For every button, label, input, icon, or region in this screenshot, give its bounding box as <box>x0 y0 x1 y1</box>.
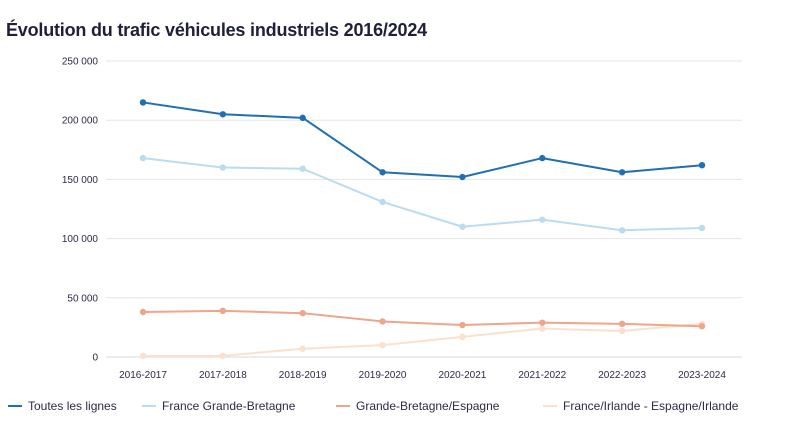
x-tick-label: 2019-2020 <box>359 370 407 381</box>
data-point <box>299 114 306 122</box>
data-point <box>379 198 386 206</box>
legend-label: Toutes les lignes <box>28 399 117 413</box>
x-tick-label: 2016-2017 <box>119 370 167 381</box>
data-point <box>379 341 386 349</box>
legend-label: France Grande-Bretagne <box>162 399 296 413</box>
x-tick-label: 2022-2023 <box>598 370 646 381</box>
data-point <box>618 327 626 335</box>
y-tick-label: 150 000 <box>62 175 99 186</box>
data-point <box>459 321 466 329</box>
x-tick-label: 2020-2021 <box>439 370 487 381</box>
data-point <box>459 173 466 181</box>
data-point <box>698 161 706 169</box>
data-point <box>139 154 147 162</box>
y-tick-label: 200 000 <box>62 116 99 127</box>
data-point <box>379 169 386 176</box>
data-point <box>139 99 147 106</box>
data-point <box>539 325 546 332</box>
legend: Toutes les lignes France Grande-Bretagne G… <box>8 399 739 413</box>
data-point <box>698 224 706 232</box>
series-line <box>142 101 703 179</box>
series-line <box>142 309 703 328</box>
data-point <box>219 307 227 315</box>
data-point <box>219 111 227 118</box>
data-point <box>459 333 466 341</box>
data-point <box>618 169 626 176</box>
series-line <box>142 322 703 357</box>
x-tick-label: 2021-2022 <box>518 370 566 381</box>
data-point <box>139 308 147 316</box>
grid <box>106 60 742 358</box>
x-tick-label: 2018-2019 <box>279 370 327 381</box>
data-point <box>299 309 306 317</box>
series-lines <box>139 99 706 360</box>
data-point <box>539 216 546 223</box>
series-line <box>142 157 703 232</box>
data-point <box>139 352 147 360</box>
data-point <box>618 320 626 328</box>
data-point <box>539 154 546 162</box>
x-tick-label: 2017-2018 <box>199 370 247 381</box>
y-axis-ticks: 0 50 000 100 000 150 000 200 000 250 000 <box>62 57 99 364</box>
data-point <box>379 318 386 325</box>
data-point <box>219 164 227 171</box>
x-tick-label: 2023-2024 <box>678 370 726 381</box>
y-tick-label: 50 000 <box>67 293 98 304</box>
legend-label: France/Irlande - Espagne/Irlande <box>563 399 739 413</box>
data-point <box>539 319 546 326</box>
data-point <box>459 223 466 230</box>
y-tick-label: 250 000 <box>62 57 99 68</box>
data-point <box>299 165 306 172</box>
x-axis-ticks: 2016-2017 2017-2018 2018-2019 2019-2020 2020… <box>119 370 726 381</box>
y-tick-label: 100 000 <box>62 234 99 245</box>
data-point <box>299 345 306 352</box>
y-tick-label: 0 <box>92 353 98 364</box>
data-point <box>698 323 706 330</box>
data-point <box>618 227 626 234</box>
chart-title: Évolution du trafic véhicules industriel… <box>6 20 427 40</box>
legend-label: Grande-Bretagne/Espagne <box>356 399 500 413</box>
data-point <box>219 352 227 360</box>
